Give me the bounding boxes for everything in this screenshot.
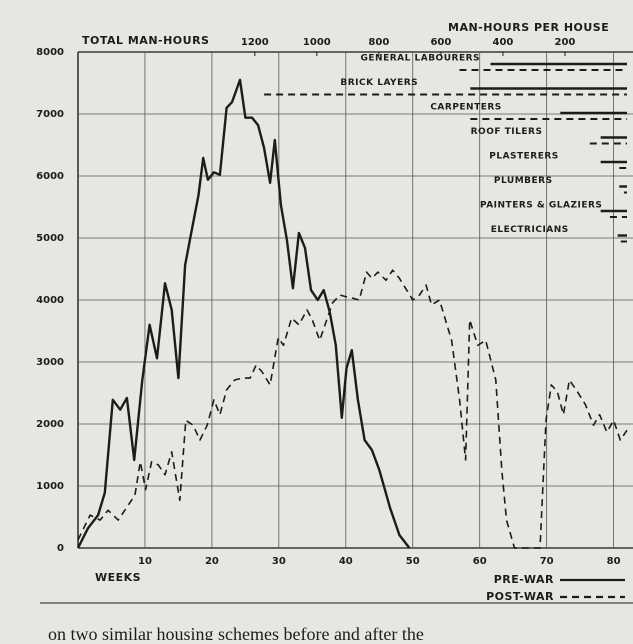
series-line bbox=[76, 78, 411, 549]
series-line bbox=[77, 269, 628, 549]
x-tick-label: 60 bbox=[473, 556, 487, 567]
trade-label: BRICK LAYERS bbox=[340, 78, 418, 88]
x2-tick-label: 600 bbox=[430, 37, 451, 48]
x2-tick-label: 800 bbox=[368, 37, 389, 48]
x-tick-label: 80 bbox=[607, 556, 621, 567]
legend-label: PRE-WAR bbox=[494, 573, 554, 586]
x2-tick-label: 1200 bbox=[241, 37, 269, 48]
x-tick-label: 70 bbox=[540, 556, 554, 567]
x-tick-label: 20 bbox=[205, 556, 219, 567]
y-tick-label: 1000 bbox=[36, 481, 64, 492]
trade-label: PLUMBERS bbox=[494, 176, 553, 186]
y-tick-label: 2000 bbox=[36, 419, 64, 430]
trade-label: ELECTRICIANS bbox=[491, 225, 569, 235]
trade-label: PAINTERS & GLAZIERS bbox=[480, 201, 602, 211]
trade-label: CARPENTERS bbox=[430, 103, 501, 113]
trade-label: ROOF TILERS bbox=[471, 127, 543, 137]
trade-label: PLASTERERS bbox=[489, 152, 559, 162]
x2-tick-label: 200 bbox=[555, 37, 576, 48]
y-axis-title: TOTAL MAN-HOURS bbox=[82, 34, 209, 47]
x2-tick-label: 1000 bbox=[303, 37, 331, 48]
x2-tick-label: 400 bbox=[492, 37, 513, 48]
y-tick-label: 7000 bbox=[36, 109, 64, 120]
y-tick-label: 0 bbox=[57, 543, 64, 554]
legend-label: POST-WAR bbox=[486, 590, 554, 603]
y-tick-label: 4000 bbox=[36, 295, 64, 306]
trade-label: GENERAL LABOURERS bbox=[361, 54, 481, 64]
x-axis-title: WEEKS bbox=[95, 571, 141, 584]
y-tick-label: 6000 bbox=[36, 171, 64, 182]
y-tick-label: 8000 bbox=[36, 47, 64, 58]
x-tick-label: 40 bbox=[339, 556, 353, 567]
x-tick-label: 10 bbox=[138, 556, 152, 567]
page-text: on two similar housing schemes before an… bbox=[48, 624, 424, 640]
y-tick-label: 5000 bbox=[36, 233, 64, 244]
y-tick-label: 3000 bbox=[36, 357, 64, 368]
x2-axis-title: MAN-HOURS PER HOUSE bbox=[448, 21, 609, 34]
x-tick-label: 30 bbox=[272, 556, 286, 567]
x-tick-label: 50 bbox=[406, 556, 420, 567]
